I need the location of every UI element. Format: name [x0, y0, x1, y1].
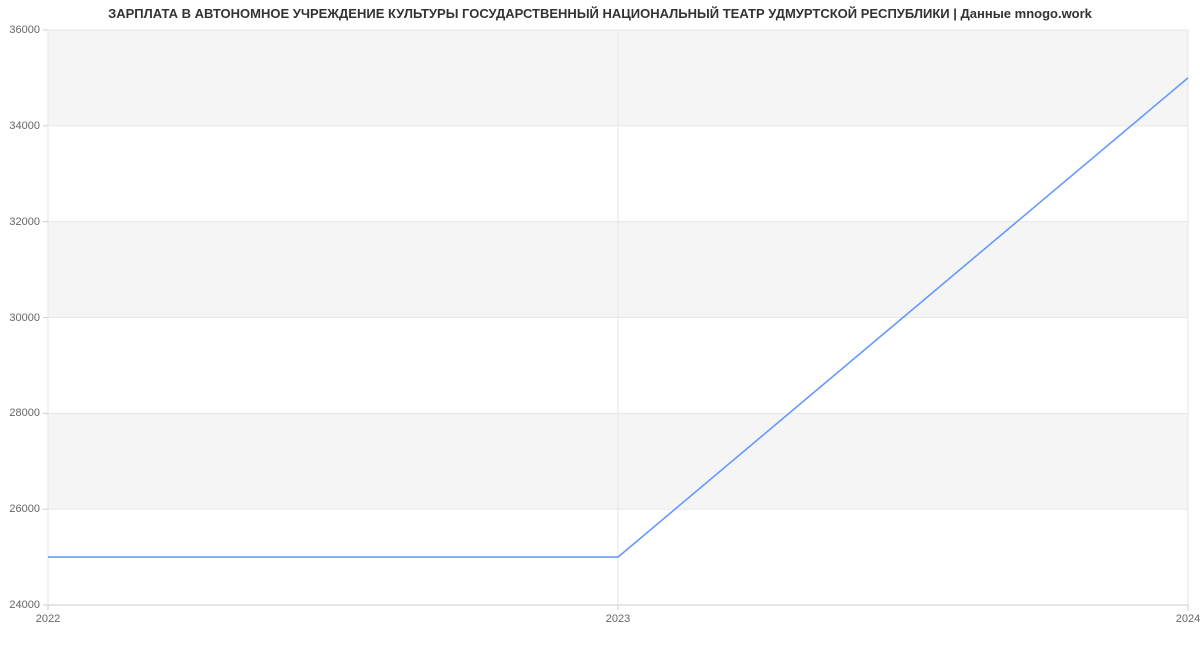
x-tick-label: 2023 — [606, 613, 630, 625]
y-tick-label: 34000 — [9, 120, 40, 132]
y-tick-label: 26000 — [9, 503, 40, 515]
y-tick-label: 30000 — [9, 312, 40, 324]
y-tick-label: 32000 — [9, 216, 40, 228]
plot-svg — [48, 30, 1188, 605]
y-tick-label: 24000 — [9, 599, 40, 611]
y-tick-label: 36000 — [9, 24, 40, 36]
chart-title: ЗАРПЛАТА В АВТОНОМНОЕ УЧРЕЖДЕНИЕ КУЛЬТУР… — [0, 6, 1200, 21]
x-tick-label: 2022 — [36, 613, 60, 625]
y-tick-label: 28000 — [9, 407, 40, 419]
x-tick-label: 2024 — [1176, 613, 1200, 625]
salary-line-chart: ЗАРПЛАТА В АВТОНОМНОЕ УЧРЕЖДЕНИЕ КУЛЬТУР… — [0, 0, 1200, 650]
plot-area: 2400026000280003000032000340003600020222… — [48, 30, 1188, 605]
